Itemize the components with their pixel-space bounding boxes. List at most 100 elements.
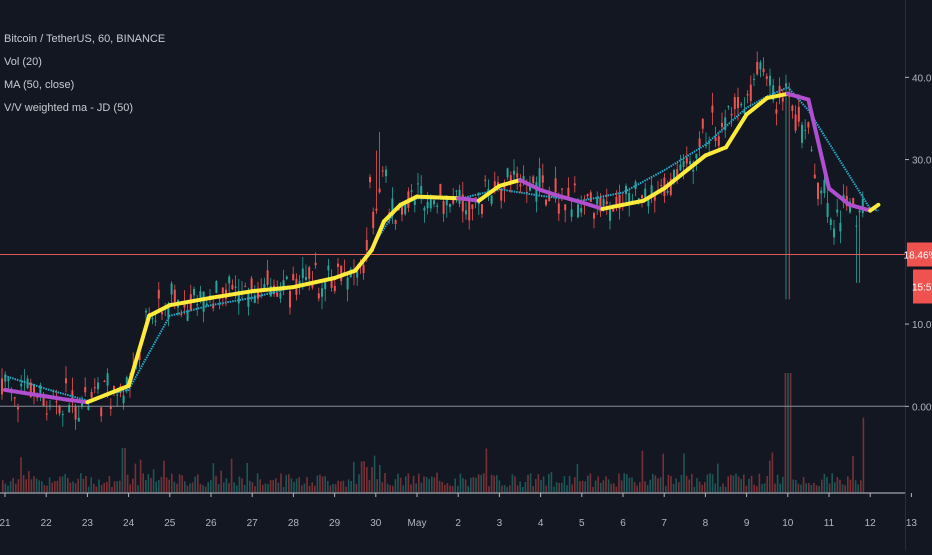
volume-bar	[701, 484, 703, 493]
volume-bar	[587, 475, 589, 493]
volume-bar	[620, 480, 623, 493]
volume-bar	[7, 485, 9, 493]
candle-body	[698, 138, 701, 147]
volume-bar	[249, 480, 251, 493]
volume-bar	[488, 486, 490, 493]
candle-body	[695, 153, 698, 159]
volume-bar	[197, 474, 199, 493]
legend-volume[interactable]: Vol (20)	[4, 56, 42, 68]
volume-bar	[423, 476, 425, 493]
volume-bar	[425, 477, 428, 493]
candle-body	[545, 199, 547, 206]
volume-bar	[457, 485, 459, 493]
candle-body	[442, 201, 445, 214]
volume-bar	[407, 473, 410, 493]
volume-bar	[379, 465, 381, 493]
candle-body	[55, 401, 58, 403]
volume-bar	[277, 482, 280, 493]
vwma-segment	[3, 387, 28, 396]
timer-badge	[913, 269, 932, 304]
volume-bar	[797, 483, 800, 493]
candle-body	[557, 203, 560, 214]
candle-body	[756, 62, 759, 75]
volume-bar	[615, 486, 618, 493]
candle-body	[858, 210, 861, 213]
volume-bar	[802, 477, 805, 493]
candle-body	[429, 198, 432, 209]
volume-bar	[207, 482, 209, 493]
candle-body	[253, 295, 256, 303]
candle-body	[737, 97, 739, 108]
volume-bar	[719, 486, 722, 493]
legend-vwma[interactable]: V/V weighted ma - JD (50)	[4, 102, 133, 114]
candle-body	[589, 192, 592, 202]
candle-body	[106, 373, 109, 386]
volume-bar	[449, 485, 451, 493]
candle-body	[29, 382, 32, 398]
candle-body	[378, 188, 381, 193]
candle-body	[641, 195, 643, 198]
volume-bar	[230, 458, 233, 493]
legend-symbol[interactable]: Bitcoin / TetherUS, 60, BINANCE	[4, 33, 166, 45]
volume-bar	[303, 483, 306, 493]
volume-bar	[542, 476, 545, 493]
candle-body	[346, 277, 349, 290]
volume-bar	[644, 481, 646, 493]
candle-body	[813, 174, 816, 179]
volume-bar	[363, 461, 365, 493]
volume-bar	[202, 485, 204, 493]
vwma-segment	[106, 383, 131, 396]
candle-body	[151, 318, 154, 320]
candle-body	[167, 303, 170, 319]
volume-bar	[178, 474, 181, 493]
x-tick-label: 24	[123, 518, 135, 529]
vwma-segment	[662, 153, 708, 191]
candle-body	[817, 182, 819, 200]
candle-body	[90, 392, 93, 398]
candle-body	[746, 94, 749, 96]
candle-body	[170, 283, 173, 295]
volume-bar	[480, 474, 482, 493]
volume-bar	[43, 485, 46, 493]
volume-bar	[184, 481, 186, 493]
candle-body	[17, 407, 19, 410]
vwma-segment	[398, 194, 419, 207]
candle-body	[97, 382, 99, 390]
volume-bar	[753, 484, 755, 493]
volume-bar	[12, 477, 14, 493]
volume-bar	[732, 475, 735, 493]
candle-body	[362, 264, 365, 274]
vwma-segment	[579, 200, 605, 211]
volume-bar	[605, 476, 607, 493]
vwma-segment	[559, 194, 584, 205]
volume-bar	[787, 373, 789, 493]
volume-bar	[163, 460, 165, 493]
volume-bar	[563, 476, 566, 493]
candle-body	[573, 183, 576, 186]
volume-bar	[264, 483, 267, 493]
vwma-segment	[332, 268, 358, 280]
volume-bar	[340, 481, 342, 493]
legend-ma[interactable]: MA (50, close)	[4, 79, 75, 91]
volume-bar	[38, 480, 40, 493]
vwma-segment	[23, 391, 49, 399]
candle-body	[513, 170, 515, 175]
candle-body	[484, 179, 487, 181]
volume-bar	[436, 472, 438, 493]
candle-body	[298, 280, 301, 286]
candle-body	[628, 193, 631, 204]
candle-body	[452, 197, 455, 204]
candle-body	[449, 203, 451, 207]
candle-body	[74, 406, 77, 420]
candle-body	[202, 291, 205, 312]
volume-bar	[332, 483, 334, 493]
candle-body	[333, 285, 336, 292]
volume-bar	[392, 485, 394, 493]
volume-bar	[191, 482, 194, 493]
volume-bar	[254, 486, 256, 493]
volume-bar	[342, 480, 345, 493]
candle-body	[337, 263, 339, 267]
vwma-segment	[827, 186, 852, 207]
